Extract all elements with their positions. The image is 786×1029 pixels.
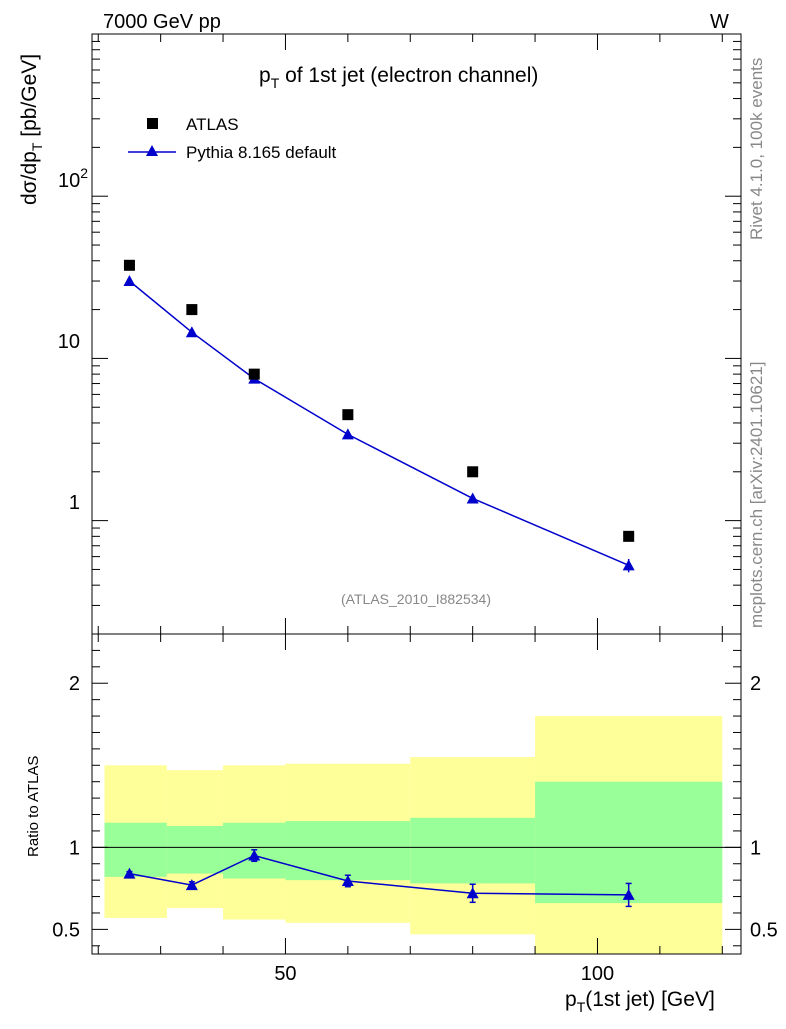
ratio-point xyxy=(185,879,198,891)
ratio-ytick-label-left: 2 xyxy=(69,673,80,695)
ratio-plot-frame xyxy=(91,633,742,955)
ytick-label-1: 1 xyxy=(69,492,80,514)
analysis-id: (ATLAS_2010_I882534) xyxy=(341,591,491,607)
data-point xyxy=(186,304,198,316)
plot-title-rest: of 1st jet (electron channel) xyxy=(279,64,538,87)
main-plot: pT of 1st jet (electron channel) 102 10 … xyxy=(18,33,742,635)
ratio-band-inner xyxy=(285,821,411,881)
xtick-label: 100 xyxy=(581,963,614,985)
xaxis-label: pT(1st jet) [GeV] xyxy=(565,988,715,1015)
ratio-point xyxy=(123,867,136,879)
ratio-ytick-label-right: 1 xyxy=(750,837,761,859)
xaxis-label-rest: (1st jet) [GeV] xyxy=(585,988,715,1011)
legend-data-label: ATLAS xyxy=(186,115,239,134)
legend-mc-label: Pythia 8.165 default xyxy=(186,143,337,162)
ratio-ytick-label-right: 2 xyxy=(750,673,761,695)
mc-point xyxy=(185,326,198,338)
header-beam-label: 7000 GeV pp xyxy=(103,11,221,33)
mc-line xyxy=(128,280,629,566)
main-ylabel-a: dσ/dp xyxy=(18,151,41,205)
data-point xyxy=(467,466,479,478)
legend-mc-marker xyxy=(146,145,158,156)
xaxis-label-p: p xyxy=(565,988,577,1011)
ratio-ytick-label-left: 0.5 xyxy=(52,919,80,941)
data-point xyxy=(342,409,354,421)
data-point xyxy=(248,368,260,380)
ytick-label-10: 10 xyxy=(58,331,80,353)
ratio-point xyxy=(341,874,354,886)
xtick-label: 50 xyxy=(274,963,296,985)
mc-point xyxy=(466,492,479,504)
data-point xyxy=(623,530,635,542)
ratio-point xyxy=(622,888,635,900)
ratio-line xyxy=(129,854,629,896)
ratio-point xyxy=(248,849,261,861)
ytick-label-100-base: 10 xyxy=(58,170,80,192)
plot-title: pT of 1st jet (electron channel) xyxy=(259,64,538,91)
mc-point xyxy=(123,275,136,287)
ratio-ytick-label-left: 1 xyxy=(69,837,80,859)
main-ylabel-sub: T xyxy=(29,142,45,151)
legend: ATLAS Pythia 8.165 default xyxy=(128,115,337,162)
mc-point xyxy=(622,559,635,571)
header-process-label: W xyxy=(710,11,729,33)
ratio-band-inner xyxy=(104,822,167,877)
plot-title-sub: T xyxy=(271,75,280,91)
xaxis-label-sub: T xyxy=(577,999,586,1015)
ratio-plot: 0.5 0.5 1 1 2 2 50 100 Ratio to ATLAS pT(1st je… xyxy=(25,633,778,1015)
data-point xyxy=(123,259,135,271)
ratio-ytick-label-right: 0.5 xyxy=(750,919,778,941)
main-ylabel: dσ/dpT [pb/GeV] xyxy=(18,54,45,205)
ratio-point xyxy=(466,887,479,899)
mcplots-info: mcplots.cern.ch [arXiv:2401.10621] xyxy=(747,362,766,628)
ytick-label-100: 102 xyxy=(58,165,88,192)
ratio-band-inner xyxy=(166,826,224,874)
rivet-info: Rivet 4.1.0, 100k events xyxy=(747,58,766,240)
ratio-ylabel: Ratio to ATLAS xyxy=(25,756,42,857)
plot-title-p: p xyxy=(259,64,271,87)
legend-data-marker xyxy=(147,118,158,129)
mc-point xyxy=(341,428,354,440)
main-ylabel-b: [pb/GeV] xyxy=(18,54,41,143)
ratio-band-inner xyxy=(410,817,536,884)
ytick-label-100-exp: 2 xyxy=(80,165,88,181)
